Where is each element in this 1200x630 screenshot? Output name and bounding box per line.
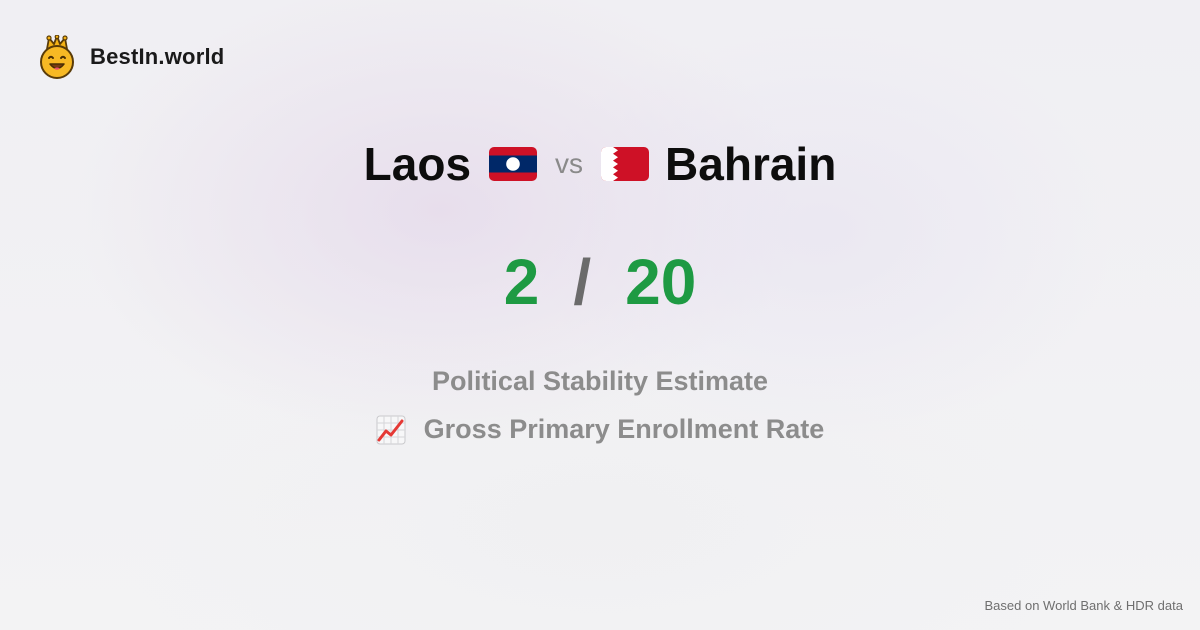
score-row: 2 / 20 — [0, 242, 1200, 322]
crowned-smiley-icon — [40, 35, 74, 79]
score-separator: / — [573, 246, 592, 318]
left-country-name: Laos — [363, 138, 472, 190]
brand[interactable]: BestIn.world — [38, 35, 224, 79]
metric-label: Gross Primary Enrollment Rate — [423, 414, 825, 444]
chart-increasing-icon — [376, 415, 406, 444]
brand-name: BestIn.world — [90, 44, 225, 69]
comparison-title: Laos vs Bahrain — [0, 132, 1200, 196]
right-score: 20 — [625, 246, 697, 318]
bahrain-flag-icon — [601, 147, 650, 181]
metric-political-stability: Political Stability Estimate — [0, 366, 1200, 397]
left-score: 2 — [503, 246, 540, 318]
metric-primary-enrollment: Gross Primary Enrollment Rate — [0, 414, 1200, 445]
vs-label: vs — [555, 148, 584, 179]
metric-label: Political Stability Estimate — [431, 366, 769, 396]
right-country-name: Bahrain — [665, 138, 837, 190]
laos-flag-icon — [489, 147, 538, 181]
source-note: Based on World Bank & HDR data — [984, 598, 1183, 613]
